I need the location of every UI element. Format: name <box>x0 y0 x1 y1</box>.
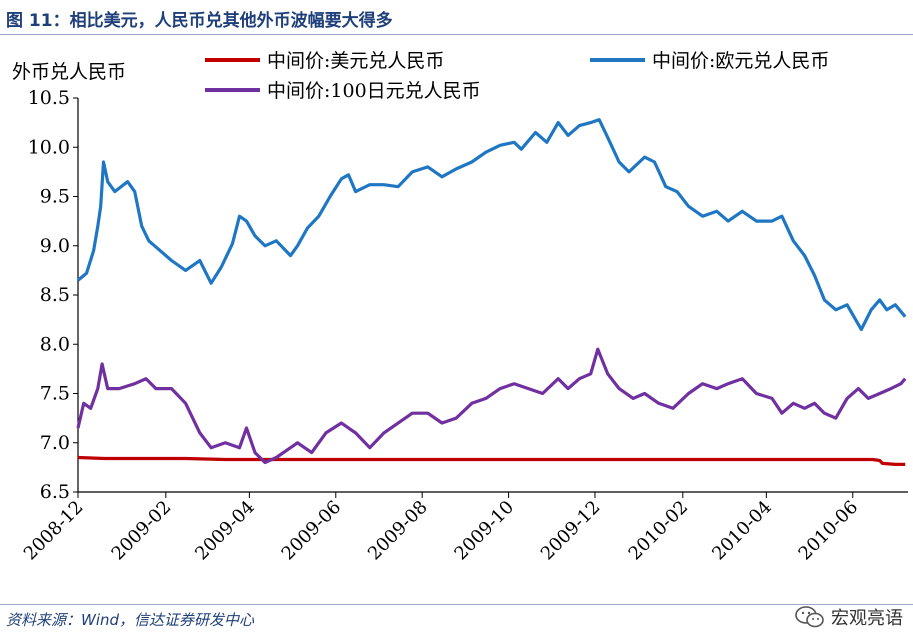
line-chart: 6.5 7.0 7.5 8.0 8.5 9.0 9.5 10.0 10.5 2008-12 2009… <box>12 50 908 564</box>
chart-axes: 6.5 7.0 7.5 8.0 8.5 9.0 9.5 10.0 10.5 2008-12 2009… <box>20 87 908 564</box>
page-title: 图 11：相比美元，人民币兑其他外币波幅要大得多 <box>6 11 393 31</box>
legend-label-0: 中间价:美元兑人民币 <box>267 50 444 72</box>
x-tick-label: 2009-10 <box>450 497 518 565</box>
y-tick-label: 9.0 <box>40 235 70 257</box>
source-note: 资料来源：Wind，信达证券研发中心 <box>6 611 255 629</box>
y-tick-label: 8.5 <box>40 284 70 306</box>
wechat-icon <box>795 606 824 628</box>
x-tick-label: 2009-06 <box>278 497 346 565</box>
x-tick-label: 2009-12 <box>537 497 605 565</box>
watermark-text: 宏观亮语 <box>831 608 903 629</box>
legend-label-1: 中间价:欧元兑人民币 <box>652 50 829 72</box>
y-axis-label: 外币兑人民币 <box>12 61 126 83</box>
series-line-1 <box>76 118 907 332</box>
series-line-0 <box>77 455 906 466</box>
y-tick-label: 10.5 <box>28 87 70 109</box>
x-tick-label: 2010-04 <box>708 497 776 565</box>
x-tick-label: 2009-04 <box>191 497 259 565</box>
y-tick-label: 6.5 <box>40 481 70 503</box>
x-tick-label: 2009-08 <box>364 497 432 565</box>
legend-label-2: 中间价:100日元兑人民币 <box>267 80 481 102</box>
y-tick-label: 7.0 <box>40 432 70 454</box>
chart-series <box>76 118 907 466</box>
footer-divider <box>0 604 913 605</box>
watermark: 宏观亮语 <box>795 604 903 630</box>
series-line-2 <box>76 347 907 465</box>
x-tick-label: 2010-06 <box>795 497 863 565</box>
x-tick-label: 2008-12 <box>20 497 88 565</box>
y-tick-label: 9.5 <box>40 186 70 208</box>
x-tick-label: 2010-02 <box>625 497 693 565</box>
title-divider <box>0 34 913 35</box>
y-tick-label: 7.5 <box>40 383 70 405</box>
x-tick-label: 2009-02 <box>108 497 176 565</box>
y-tick-label: 8.0 <box>40 333 70 355</box>
y-tick-label: 10.0 <box>28 136 70 158</box>
